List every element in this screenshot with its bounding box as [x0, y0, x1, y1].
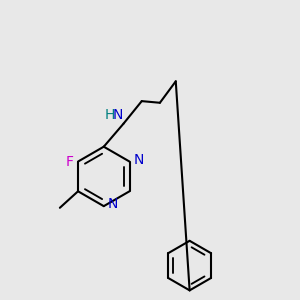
- Text: H: H: [104, 108, 115, 122]
- Text: F: F: [66, 154, 74, 169]
- Text: N: N: [108, 197, 119, 212]
- Text: N: N: [134, 153, 144, 167]
- Text: N: N: [112, 108, 123, 122]
